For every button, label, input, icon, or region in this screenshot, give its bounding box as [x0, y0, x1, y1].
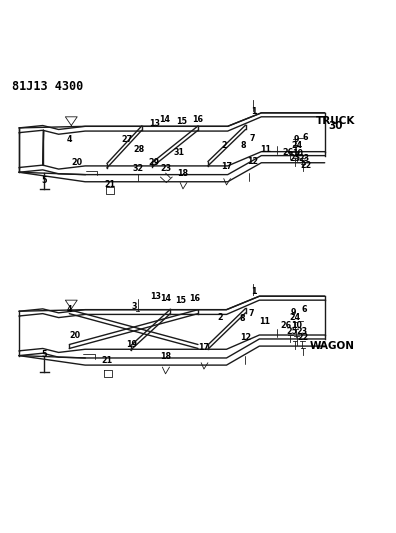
Text: 32: 32 — [132, 164, 143, 173]
Text: 13: 13 — [149, 119, 160, 128]
Text: 26: 26 — [283, 148, 294, 157]
Text: 23: 23 — [160, 164, 171, 173]
Text: 16: 16 — [192, 115, 204, 124]
Text: 8: 8 — [240, 314, 245, 324]
Text: 14: 14 — [160, 294, 171, 303]
Text: 30: 30 — [329, 121, 343, 131]
Text: 9: 9 — [293, 135, 299, 144]
Text: 1: 1 — [251, 287, 256, 296]
Text: 22: 22 — [300, 160, 311, 169]
Text: 6: 6 — [303, 133, 308, 142]
Text: 15: 15 — [175, 296, 186, 305]
Text: 20: 20 — [69, 332, 80, 340]
Text: 23: 23 — [296, 327, 307, 336]
Text: 4: 4 — [67, 305, 72, 314]
Text: 9: 9 — [291, 308, 297, 317]
Text: 5: 5 — [42, 176, 47, 185]
Text: 18: 18 — [177, 169, 188, 179]
Text: 14: 14 — [159, 115, 170, 124]
Text: 28: 28 — [134, 145, 145, 154]
Text: 2: 2 — [221, 141, 227, 150]
Text: 23: 23 — [299, 154, 310, 163]
Text: 2: 2 — [217, 313, 223, 322]
Text: 27: 27 — [121, 135, 132, 144]
Text: 10: 10 — [291, 321, 302, 330]
Text: 1: 1 — [251, 107, 256, 116]
Text: 19: 19 — [126, 341, 137, 350]
Text: 8: 8 — [241, 141, 246, 150]
Text: 24: 24 — [291, 141, 303, 150]
Text: 22: 22 — [297, 333, 308, 342]
Text: 21: 21 — [101, 356, 112, 365]
Text: TRUCK: TRUCK — [316, 116, 356, 126]
Text: 17: 17 — [198, 343, 209, 352]
Text: 26: 26 — [280, 321, 291, 329]
Text: 24: 24 — [289, 313, 301, 322]
Text: 13: 13 — [150, 292, 161, 301]
Text: 18: 18 — [160, 352, 171, 361]
Text: 10: 10 — [292, 149, 303, 158]
Text: 4: 4 — [67, 135, 72, 144]
Text: 11: 11 — [261, 145, 272, 154]
Text: 29: 29 — [148, 158, 159, 167]
Text: 7: 7 — [250, 134, 255, 143]
Text: 7: 7 — [249, 309, 254, 318]
Text: 3: 3 — [132, 302, 137, 311]
Text: 12: 12 — [240, 333, 251, 342]
Text: 12: 12 — [247, 157, 258, 166]
Text: 16: 16 — [189, 294, 200, 303]
Text: 11: 11 — [259, 317, 270, 326]
Text: 17: 17 — [221, 162, 232, 171]
Text: 6: 6 — [301, 305, 307, 314]
Text: 81J13 4300: 81J13 4300 — [12, 80, 83, 93]
Text: 15: 15 — [176, 117, 187, 126]
Text: 25: 25 — [289, 154, 301, 163]
Text: 25: 25 — [287, 327, 298, 336]
Text: 20: 20 — [72, 158, 83, 167]
Text: 5: 5 — [42, 350, 47, 359]
Text: 31: 31 — [173, 148, 185, 157]
Text: 21: 21 — [105, 180, 116, 189]
Text: WAGON: WAGON — [309, 342, 354, 351]
